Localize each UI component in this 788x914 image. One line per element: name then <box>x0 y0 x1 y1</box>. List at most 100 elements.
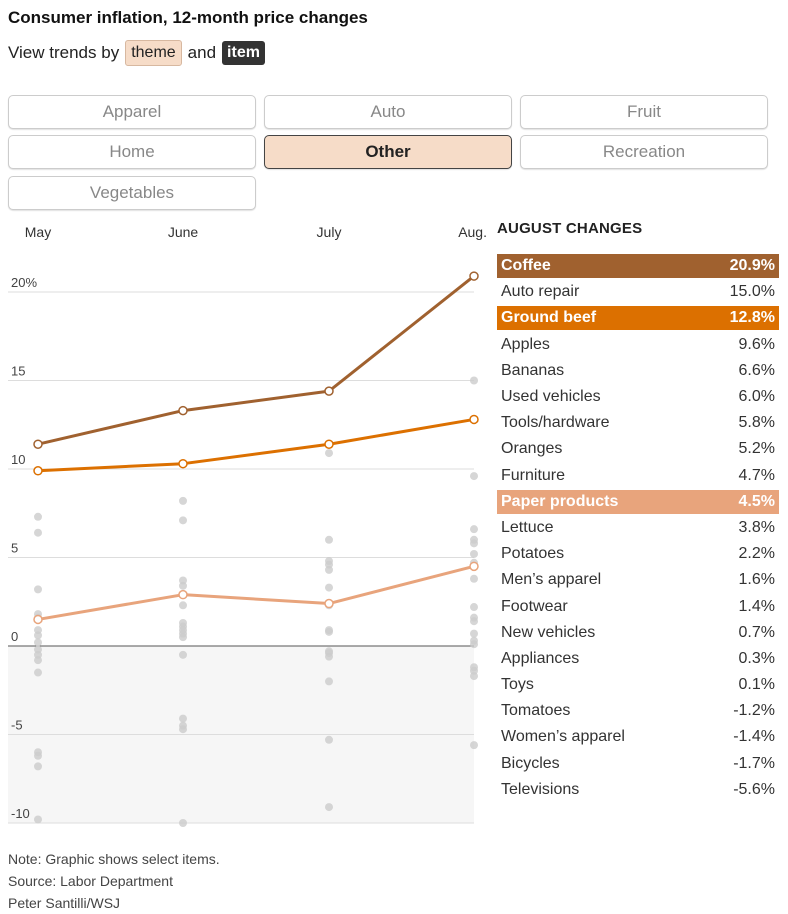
background-point <box>470 672 478 681</box>
y-tick-label: 5 <box>11 541 18 556</box>
x-tick-label: May <box>25 224 51 240</box>
changes-row-label: Used vehicles <box>501 388 601 406</box>
changes-row[interactable]: Women’s apparel -1.4% <box>497 724 779 750</box>
changes-row[interactable]: Apples 9.6% <box>497 332 779 358</box>
line-chart-svg: 20% 15 10 5 0 -5 -10 May June July Aug. <box>8 224 487 827</box>
changes-row-label: Bananas <box>501 361 565 379</box>
series-point <box>469 271 479 281</box>
changes-row[interactable]: Footwear 1.4% <box>497 593 779 619</box>
chart-title: Consumer inflation, 12-month price chang… <box>8 8 368 27</box>
subtitle-prefix: View trends by <box>8 43 120 62</box>
item-toggle[interactable]: item <box>222 41 265 65</box>
background-point <box>325 449 333 458</box>
changes-row[interactable]: Used vehicles 6.0% <box>497 384 779 410</box>
changes-row-label: Oranges <box>501 440 563 458</box>
changes-row[interactable]: Coffee 20.9% <box>497 254 779 278</box>
background-point <box>470 617 478 626</box>
changes-row-value: 3.8% <box>738 518 775 536</box>
changes-row-label: Appliances <box>501 649 580 667</box>
changes-row-label: Coffee <box>501 257 551 274</box>
background-point <box>470 472 478 481</box>
changes-row[interactable]: Ground beef 12.8% <box>497 306 779 331</box>
tab-auto[interactable]: Auto <box>264 95 512 129</box>
changes-row[interactable]: Tomatoes -1.2% <box>497 698 779 724</box>
changes-row[interactable]: Men’s apparel 1.6% <box>497 567 779 593</box>
background-point <box>179 725 187 734</box>
series-point <box>469 414 479 425</box>
changes-row-label: Men’s apparel <box>501 571 602 589</box>
background-point <box>470 603 478 612</box>
series-point <box>178 405 188 416</box>
changes-row-value: 6.6% <box>738 361 775 379</box>
changes-row[interactable]: Furniture 4.7% <box>497 463 779 489</box>
tab-fruit[interactable]: Fruit <box>520 95 768 129</box>
tab-apparel[interactable]: Apparel <box>8 95 256 129</box>
changes-row[interactable]: New vehicles 0.7% <box>497 620 779 646</box>
footer-credit: Peter Santilli/WSJ <box>8 895 121 911</box>
changes-row-value: 0.1% <box>738 676 775 694</box>
series-point <box>469 561 479 572</box>
background-point <box>470 539 478 548</box>
tab-home[interactable]: Home <box>8 135 256 169</box>
changes-row-value: 1.4% <box>738 597 775 615</box>
changes-header: AUGUST CHANGES <box>497 220 643 237</box>
background-point <box>325 735 333 744</box>
background-point <box>34 631 42 640</box>
changes-row-label: New vehicles <box>501 623 596 641</box>
footer-source: Source: Labor Department <box>8 873 173 889</box>
changes-row[interactable]: Bicycles -1.7% <box>497 751 779 777</box>
changes-row-label: Tools/hardware <box>501 414 610 432</box>
changes-row-label: Tomatoes <box>501 702 571 720</box>
background-point <box>470 525 478 534</box>
changes-row-value: 0.3% <box>738 649 775 667</box>
background-point <box>34 668 42 677</box>
background-point <box>179 650 187 659</box>
changes-row-value: 6.0% <box>738 388 775 406</box>
theme-toggle[interactable]: theme <box>125 40 182 66</box>
tab-other[interactable]: Other <box>264 135 512 169</box>
series-point <box>33 614 43 625</box>
background-point <box>470 574 478 583</box>
background-point <box>34 585 42 594</box>
changes-row[interactable]: Auto repair 15.0% <box>497 279 779 305</box>
changes-row-value: -1.7% <box>733 754 775 772</box>
footer-note: Note: Graphic shows select items. <box>8 851 220 867</box>
changes-row-label: Bicycles <box>501 754 560 772</box>
background-point <box>470 640 478 649</box>
series-line-coffee <box>37 274 475 446</box>
changes-row-value: 0.7% <box>738 623 775 641</box>
changes-row[interactable]: Paper products 4.5% <box>497 489 779 514</box>
x-tick-label: July <box>317 224 342 240</box>
changes-row[interactable]: Appliances 0.3% <box>497 646 779 672</box>
changes-row-label: Ground beef <box>501 309 597 327</box>
tab-recreation[interactable]: Recreation <box>520 135 768 169</box>
changes-row-label: Televisions <box>501 780 580 798</box>
background-point <box>325 677 333 686</box>
background-point <box>34 751 42 760</box>
x-tick-label: Aug. <box>458 224 487 240</box>
background-point <box>470 376 478 385</box>
background-point <box>470 741 478 750</box>
background-point <box>325 652 333 661</box>
series-point <box>324 439 334 449</box>
y-tick-label: 0 <box>11 629 18 644</box>
changes-row[interactable]: Oranges 5.2% <box>497 436 779 462</box>
changes-row-label: Women’s apparel <box>501 728 625 746</box>
changes-row-value: 1.6% <box>738 571 775 589</box>
tab-vegetables[interactable]: Vegetables <box>8 176 256 210</box>
changes-row[interactable]: Tools/hardware 5.8% <box>497 410 779 436</box>
august-changes-table: AUGUST CHANGES Coffee 20.9% Auto repair 15.… <box>497 220 779 803</box>
changes-row-value: 12.8% <box>729 309 775 327</box>
changes-row[interactable]: Bananas 6.6% <box>497 358 779 384</box>
changes-row[interactable]: Lettuce 3.8% <box>497 515 779 541</box>
background-point <box>179 601 187 610</box>
series-line-paper-products <box>37 564 475 621</box>
changes-row-value: 4.7% <box>738 466 775 484</box>
changes-row[interactable]: Potatoes 2.2% <box>497 541 779 567</box>
changes-row[interactable]: Toys 0.1% <box>497 672 779 698</box>
background-point <box>179 633 187 642</box>
background-point <box>325 565 333 574</box>
subtitle: View trends by theme and item <box>8 40 265 66</box>
changes-row-value: 5.8% <box>738 414 775 432</box>
changes-row[interactable]: Televisions -5.6% <box>497 777 779 803</box>
